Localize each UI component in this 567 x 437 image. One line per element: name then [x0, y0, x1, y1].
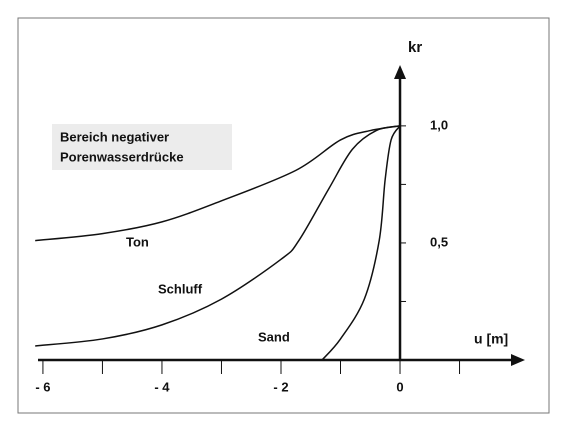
curve-label: Ton: [126, 234, 149, 249]
annotation: Porenwasserdrücke: [60, 149, 184, 164]
x-axis-arrow: [511, 354, 525, 366]
curve-label: Sand: [258, 329, 290, 344]
x-tick-label: - 2: [273, 379, 288, 394]
curve: [321, 125, 401, 361]
y-tick-label: 1,0: [430, 117, 448, 132]
y-axis-label: kr: [408, 39, 422, 56]
annotation-box: [52, 124, 232, 170]
y-tick-label: 0,5: [430, 234, 448, 249]
x-tick-label: - 6: [35, 379, 50, 394]
x-tick-label: 0: [396, 379, 403, 394]
curve: [35, 125, 401, 347]
curve: [35, 125, 401, 242]
x-tick-label: - 4: [154, 379, 170, 394]
y-axis-arrow: [394, 65, 407, 79]
x-axis-label: u [m]: [474, 331, 508, 347]
frame: [17, 17, 550, 414]
annotation: Bereich negativer: [60, 129, 169, 144]
curve-label: Schluff: [158, 281, 203, 296]
